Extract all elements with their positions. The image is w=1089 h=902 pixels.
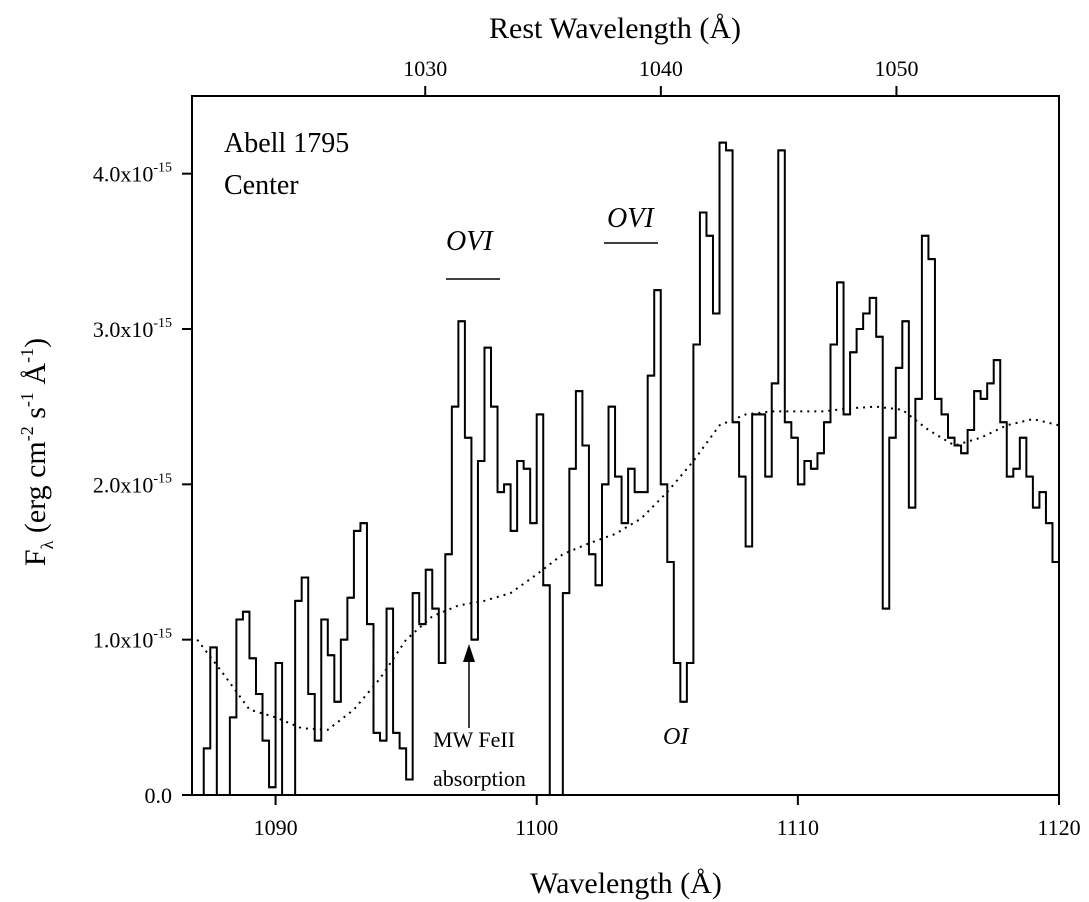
y-tick-label: 0.0 (145, 783, 173, 808)
y-axis-title-part: ) (19, 338, 52, 348)
y-axis-title-part: F (19, 549, 52, 566)
y-axis-title-part: s (19, 407, 52, 426)
annotation: MW FeII (433, 727, 515, 752)
y-tick-label: 1.0x10-15 (93, 627, 172, 653)
x-tick-label: 1090 (254, 815, 298, 840)
annotation: OVI (446, 226, 494, 257)
y-tick-exponent: -15 (153, 471, 172, 486)
y-axis-title-part: -1 (17, 348, 37, 363)
x2-tick-label: 1030 (403, 56, 447, 81)
y-axis-title-part: -1 (17, 392, 37, 407)
y-tick-mantissa: 3.0x10 (93, 317, 154, 342)
x-axis-title: Wavelength (Å) (530, 867, 722, 900)
annotation: Abell 1795 (224, 128, 349, 159)
step-connector (197, 141, 1059, 795)
plot-frame (191, 95, 1060, 796)
y-tick-mantissa: 0.0 (145, 783, 173, 808)
annotation: absorption (433, 766, 526, 791)
y-tick-exponent: -15 (153, 161, 172, 176)
y-tick-mantissa: 1.0x10 (93, 628, 154, 653)
y-axis-title-part: -2 (17, 426, 37, 441)
x-tick-label: 1110 (777, 815, 819, 840)
y-axis-title-part: λ (37, 540, 57, 549)
x-tick-label: 1120 (1037, 815, 1080, 840)
y-tick-mantissa: 4.0x10 (93, 162, 154, 187)
x2-tick-label: 1050 (874, 56, 918, 81)
annotation: Center (224, 170, 299, 201)
annotation: OI (663, 724, 689, 750)
y-tick-exponent: -15 (153, 316, 172, 331)
y-tick-exponent: -15 (153, 627, 172, 642)
y-tick-mantissa: 2.0x10 (93, 472, 154, 497)
annotation: OVI (607, 203, 655, 234)
y-tick-label: 2.0x10-15 (93, 471, 172, 497)
y-tick-label: 4.0x10-15 (93, 161, 172, 187)
plot-area (196, 141, 1059, 795)
y-tick-label: 3.0x10-15 (93, 316, 172, 342)
x2-tick-label: 1040 (639, 56, 683, 81)
y-axis-title: Fλ (erg cm-2 s-1 Å-1) (17, 338, 57, 566)
x2-axis-title: Rest Wavelength (Å) (489, 12, 741, 45)
y-axis-title-part: Å (19, 363, 52, 393)
x-tick-label: 1100 (515, 815, 558, 840)
arrow-head (463, 644, 475, 662)
y-axis-title-part: (erg cm (19, 441, 52, 540)
continuum-model (196, 405, 1059, 731)
